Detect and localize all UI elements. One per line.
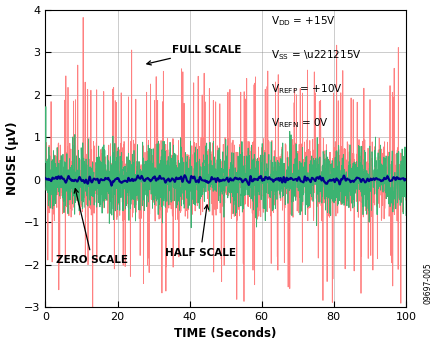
X-axis label: TIME (Seconds): TIME (Seconds)	[174, 327, 276, 340]
Text: $\mathregular{V_{REFP}}$ = +10V: $\mathregular{V_{REFP}}$ = +10V	[270, 82, 342, 96]
Text: $\mathregular{V_{REFN}}$ = 0V: $\mathregular{V_{REFN}}$ = 0V	[270, 117, 328, 130]
Text: 09697-005: 09697-005	[423, 263, 432, 304]
Text: FULL SCALE: FULL SCALE	[147, 45, 240, 65]
Text: ZERO SCALE: ZERO SCALE	[56, 189, 128, 265]
Y-axis label: NOISE (μV): NOISE (μV)	[6, 121, 19, 195]
Text: $\mathregular{V_{SS}}$ = \u221215V: $\mathregular{V_{SS}}$ = \u221215V	[270, 48, 361, 62]
Text: $\mathregular{V_{DD}}$ = +15V: $\mathregular{V_{DD}}$ = +15V	[270, 14, 335, 28]
Text: HALF SCALE: HALF SCALE	[164, 205, 235, 257]
